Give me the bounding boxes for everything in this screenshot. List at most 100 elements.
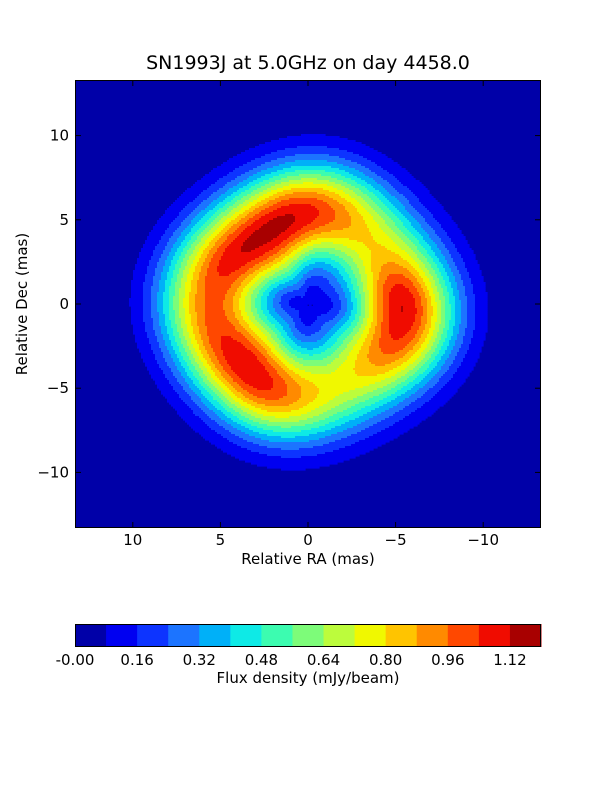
contour-cell	[353, 426, 370, 429]
contour-cell	[289, 362, 300, 365]
contour-cell	[475, 314, 488, 317]
contour-cell	[323, 200, 338, 203]
contour-cell	[267, 222, 294, 225]
contour-cell	[469, 276, 484, 279]
contour-cell	[173, 358, 180, 361]
contour-cell	[319, 438, 342, 441]
contour-cell	[329, 196, 342, 199]
contour-cell	[197, 252, 204, 255]
contour-cell	[405, 196, 418, 199]
contour-cell	[267, 338, 274, 341]
contour-cell	[429, 342, 434, 345]
contour-cell	[219, 232, 226, 235]
contour-cell	[285, 272, 294, 275]
contour-cell	[301, 270, 310, 273]
contour-cell	[285, 338, 292, 341]
contour-cell	[205, 346, 212, 349]
contour-cell	[439, 360, 446, 363]
contour-cell	[347, 356, 358, 359]
contour-cell	[253, 174, 266, 177]
contour-cell	[455, 340, 464, 343]
contour-cell	[239, 322, 248, 325]
contour-cell	[179, 306, 184, 309]
contour-cell	[237, 278, 246, 281]
contour-cell	[425, 384, 436, 387]
contour-cell	[191, 238, 198, 241]
contour-cell	[339, 296, 346, 299]
contour-cell	[283, 356, 290, 359]
contour-cell	[271, 342, 278, 345]
contour-cell	[439, 296, 446, 299]
contour-cell	[347, 298, 352, 301]
contour-cell	[249, 318, 256, 321]
contour-cell	[243, 438, 262, 441]
contour-cell	[213, 404, 222, 407]
contour-cell	[329, 180, 344, 183]
contour-cell	[223, 436, 240, 439]
colorbar-tick-label: 0.32	[183, 651, 216, 669]
contour-cell	[197, 354, 204, 357]
contour-cell	[469, 272, 482, 275]
contour-cell	[243, 326, 250, 329]
contour-cell	[207, 368, 212, 371]
contour-cell	[207, 328, 236, 331]
contour-cell	[393, 406, 406, 409]
contour-cell	[173, 304, 180, 307]
contour-cell	[267, 308, 276, 311]
contour-cell	[375, 240, 394, 243]
contour-cell	[425, 266, 432, 269]
contour-cell	[247, 178, 258, 181]
contour-cell	[177, 354, 182, 357]
contour-cell	[377, 204, 386, 207]
contour-cell	[233, 380, 244, 383]
contour-cell	[187, 404, 198, 407]
contour-cell	[161, 348, 168, 351]
contour-cell	[359, 338, 366, 341]
contour-cell	[433, 342, 440, 345]
contour-cell	[185, 246, 192, 249]
contour-cell	[403, 418, 426, 421]
contour-cell	[467, 314, 476, 317]
contour-cell	[401, 306, 404, 309]
contour-cell	[223, 350, 252, 353]
contour-cell	[413, 216, 424, 219]
contour-cell	[351, 310, 358, 313]
contour-cell	[417, 220, 426, 223]
contour-cell	[277, 216, 296, 219]
contour-cell	[243, 344, 254, 347]
contour-cell	[289, 302, 334, 305]
contour-cell	[167, 274, 174, 277]
contour-cell	[395, 284, 404, 287]
contour-cell	[207, 272, 220, 275]
contour-cell	[435, 322, 442, 325]
contour-cell	[183, 358, 190, 361]
contour-cell	[197, 322, 206, 325]
contour-cell	[391, 290, 410, 293]
contour-cell	[219, 196, 228, 199]
contour-cell	[421, 318, 428, 321]
contour-cell	[273, 302, 280, 305]
contour-cell	[453, 326, 460, 329]
contour-cell	[131, 318, 144, 321]
contour-cell	[263, 428, 312, 431]
contour-cell	[227, 238, 236, 241]
contour-cell	[339, 194, 350, 197]
contour-cell	[431, 356, 436, 359]
contour-cell	[335, 290, 344, 293]
contour-cell	[285, 320, 294, 323]
contour-cell	[275, 346, 280, 349]
contour-cell	[435, 366, 442, 369]
contour-cell	[313, 304, 334, 307]
contour-cell	[261, 266, 272, 269]
contour-cell	[435, 280, 440, 283]
colorbar-swatch	[509, 624, 542, 647]
contour-cell	[277, 236, 290, 239]
contour-cell	[429, 366, 436, 369]
contour-cell	[271, 356, 278, 359]
contour-cell	[359, 320, 364, 323]
contour-cell	[279, 344, 284, 347]
contour-cell	[159, 342, 166, 345]
contour-cell	[291, 274, 298, 277]
contour-cell	[243, 244, 264, 247]
contour-cell	[373, 302, 378, 305]
